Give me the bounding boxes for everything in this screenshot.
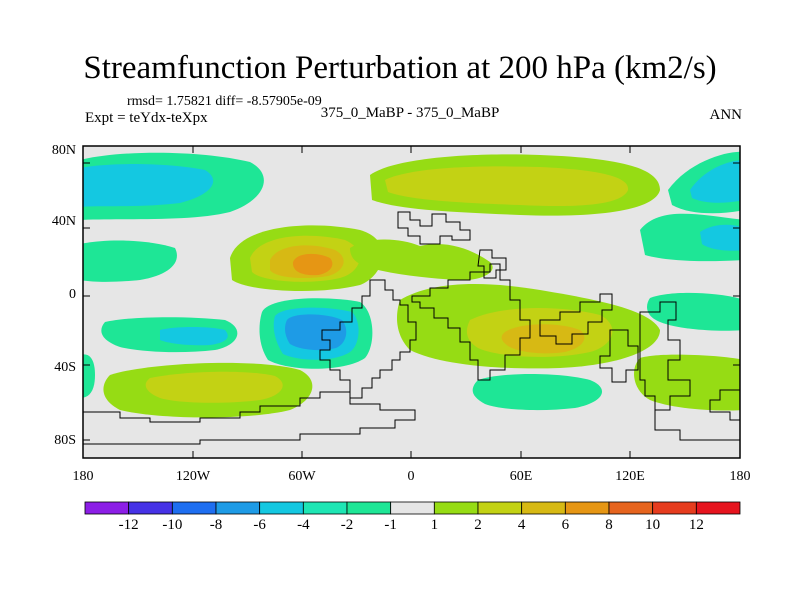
lat-label-40s: 40S [54, 360, 76, 375]
lat-label-80n: 80N [51, 143, 76, 158]
contour-positive-north-pacific-core [292, 253, 333, 276]
coastline-india [539, 293, 613, 345]
colorbar-label: -10 [162, 517, 183, 533]
contour-negative-ne-inner [690, 160, 740, 203]
colorbar-swatch [521, 501, 566, 515]
colorbar-label: 6 [561, 517, 570, 533]
colorbar-label: 1 [430, 517, 439, 533]
coastline-asia-sea [477, 249, 507, 279]
coastline-oceania [639, 301, 691, 411]
plot-title: Streamfunction Perturbation at 200 hPa (… [83, 50, 717, 86]
contour-negative-nw-inner [83, 164, 214, 207]
colorbar-swatch [695, 501, 741, 515]
colorbar-swatch [608, 501, 654, 515]
contour-positive-central [350, 239, 493, 281]
contour-negative-w [83, 240, 177, 282]
case-label: 375_0_MaBP - 375_0_MaBP [320, 105, 500, 121]
colorbar-label: 2 [474, 517, 482, 533]
contour-positive-south-inner [145, 371, 283, 403]
colorbar-swatch [128, 501, 173, 515]
experiment-label: Expt = teYdx-teXpx [85, 110, 208, 126]
lon-label-120e: 120E [615, 469, 645, 484]
colorbar-swatch [302, 501, 348, 515]
coastline-asia-east [599, 329, 639, 383]
colorbar-swatch [259, 501, 304, 515]
colorbar-label: 8 [605, 517, 613, 533]
colorbar-label: -6 [253, 517, 266, 533]
contour-negative-sw-inner [160, 327, 228, 346]
contour-positive-south-atlantic-core [501, 324, 585, 354]
colorbar-label: -1 [384, 517, 397, 533]
contour-negative-south-indian [472, 374, 602, 411]
colorbar-swatch [390, 501, 435, 515]
contour-negative-e-inner [700, 224, 740, 251]
colorbar-label: 10 [645, 517, 661, 533]
colorbar-swatch [433, 501, 479, 515]
lon-label-0: 0 [407, 469, 415, 484]
coastlines [83, 211, 740, 445]
colorbar-swatch [84, 501, 130, 515]
coastline-south-america [319, 279, 417, 399]
colorbar-swatch [346, 501, 392, 515]
colorbar-swatch [477, 501, 523, 515]
lon-label-60e: 60E [509, 469, 533, 484]
colorbar-label: 12 [688, 517, 704, 533]
axis-ticks [83, 146, 740, 458]
lat-label-40n: 40N [51, 214, 76, 229]
lon-label-60w: 60W [288, 469, 316, 484]
coastline-europe [397, 211, 471, 245]
contour-negative-south-pacific-core [285, 314, 347, 351]
colorbar-swatch [215, 501, 261, 515]
coastline-south-ocean-east [709, 389, 740, 421]
colorbar [84, 501, 741, 515]
colorbar-swatch [652, 501, 697, 515]
colorbar-label: -12 [118, 517, 139, 533]
contour-positive-se [634, 354, 740, 411]
coastline-africa [411, 263, 531, 381]
colorbar-label: -4 [297, 517, 310, 533]
coastline-antarctica [83, 391, 416, 445]
lat-label-80s: 80S [54, 433, 76, 448]
colorbar-swatch [171, 501, 217, 515]
colorbar-label: 4 [517, 517, 526, 533]
season-label: ANN [709, 107, 743, 123]
contour-negative-e [640, 213, 740, 262]
coastline-antarctica-east [654, 410, 740, 441]
lon-label-120w: 120W [175, 469, 211, 484]
contour-positive-ne-inner [385, 166, 629, 207]
colorbar-label: -8 [209, 517, 223, 533]
stats-text: rmsd= 1.75821 diff= -8.57905e-09 [127, 94, 322, 109]
colorbar-label: -2 [340, 517, 354, 533]
lon-label-180w: 180 [72, 469, 94, 484]
colorbar-swatch [564, 501, 610, 515]
lat-label-0: 0 [69, 287, 76, 302]
lon-label-180e: 180 [729, 469, 751, 484]
